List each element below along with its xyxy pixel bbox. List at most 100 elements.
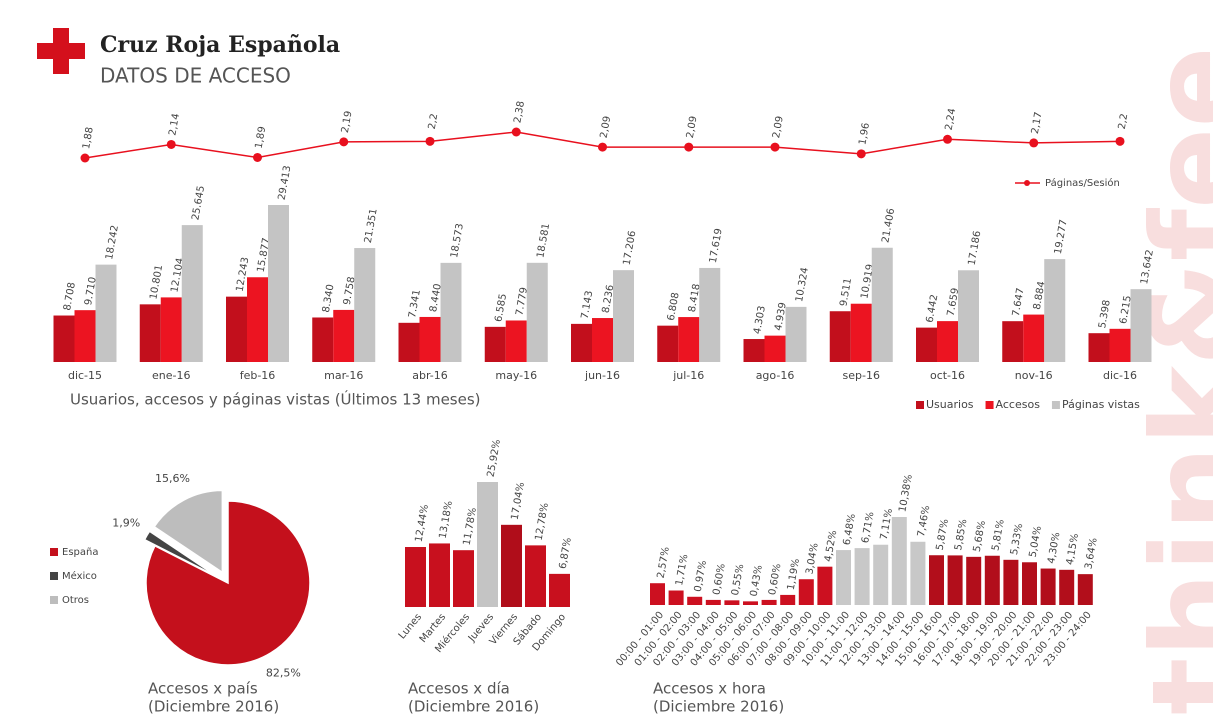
legend-swatch (50, 548, 58, 556)
value-label: 7.341 (407, 289, 423, 319)
point (1029, 138, 1039, 148)
bar (526, 262, 548, 362)
value-label: 0,97% (693, 560, 709, 593)
bar (798, 579, 814, 605)
value-label: 2,24 (944, 107, 959, 131)
x-tick-label: feb-16 (240, 369, 276, 382)
value-label: 8.418 (687, 283, 703, 313)
pie-slice (145, 500, 311, 666)
x-tick-label: ene-16 (152, 369, 190, 382)
bar (247, 277, 268, 362)
value-label: 7.143 (580, 290, 596, 320)
x-tick-label: dic-16 (1103, 369, 1137, 382)
value-label: 13,18% (438, 500, 455, 539)
value-label: 2,57% (656, 546, 672, 579)
value-label: 2,2 (427, 113, 441, 131)
chart-title: Accesos x día (408, 680, 510, 698)
bar (505, 320, 527, 362)
legend-swatch (985, 401, 994, 409)
bar (453, 550, 474, 607)
value-label: 9.511 (838, 277, 854, 307)
bar (1023, 314, 1045, 362)
value-label: 4,15% (1065, 533, 1081, 566)
bar (405, 547, 426, 607)
bar (354, 248, 376, 362)
value-label: 2,09 (771, 115, 786, 139)
value-label: 6.442 (925, 294, 941, 324)
bar (873, 544, 889, 605)
bar (477, 482, 498, 607)
value-label: 1,89 (254, 126, 269, 150)
value-label: 19.277 (1053, 219, 1070, 255)
bar (699, 267, 721, 362)
value-label: 6,87% (558, 537, 574, 570)
bar (984, 555, 1000, 605)
point (770, 142, 780, 152)
legend-label: Usuarios (926, 398, 974, 411)
x-tick-label: sep-16 (843, 369, 880, 382)
bar (226, 296, 247, 362)
chart-subtitle: (Diciembre 2016) (653, 698, 784, 716)
legend-marker (1024, 180, 1030, 186)
legend-label: Otros (62, 595, 89, 606)
bar (678, 317, 700, 362)
value-label: 2,38 (512, 100, 527, 124)
value-label: 15,6% (155, 472, 190, 485)
bar (1059, 569, 1075, 605)
value-label: 5,04% (1028, 525, 1044, 558)
bar (333, 309, 355, 362)
bar (501, 524, 522, 607)
bar (724, 600, 740, 605)
bar (891, 517, 907, 605)
point (943, 134, 952, 144)
bar (761, 599, 777, 605)
legend-label: Páginas vistas (1062, 398, 1140, 411)
value-label: 7,11% (879, 508, 895, 541)
value-label: 8.236 (601, 284, 617, 314)
bar (312, 317, 334, 362)
bar (937, 321, 958, 362)
legend-swatch (916, 401, 924, 409)
pie-slice (153, 489, 224, 574)
bar (139, 304, 161, 362)
value-label: 18.573 (449, 223, 466, 259)
bar (929, 555, 944, 605)
value-label: 8.884 (1032, 281, 1048, 311)
value-label: 0,60% (767, 563, 783, 596)
bar (916, 327, 937, 362)
value-label: 7.779 (514, 286, 530, 316)
value-label: 7.647 (1011, 287, 1027, 317)
value-label: 25,92% (486, 439, 503, 478)
bar (910, 541, 926, 605)
point (425, 136, 435, 146)
value-label: 17,04% (510, 481, 527, 520)
chart-title: Usuarios, accesos y páginas vistas (Últi… (70, 390, 481, 409)
bar (1088, 333, 1110, 362)
value-label: 18.581 (535, 222, 552, 258)
value-label: 2,09 (685, 115, 700, 139)
value-label: 4.939 (773, 302, 789, 332)
bar (1003, 559, 1019, 605)
bar (592, 318, 613, 362)
x-tick-label: dic-15 (68, 369, 102, 382)
value-label: 9.710 (83, 276, 99, 306)
point (80, 153, 90, 163)
value-label: 1,96 (857, 122, 872, 146)
value-label: 82,5% (266, 666, 301, 679)
legend-swatch (50, 572, 58, 580)
bar (966, 556, 982, 605)
bar (1130, 289, 1152, 362)
bar (440, 262, 462, 362)
bar (571, 323, 592, 362)
value-label: 6.808 (666, 292, 682, 322)
value-label: 21.351 (363, 208, 380, 244)
value-label: 2,09 (599, 115, 614, 139)
red-cross-logo (37, 28, 85, 74)
legend-label: España (62, 547, 98, 558)
x-tick-label: ago-16 (756, 369, 795, 382)
value-label: 6.585 (493, 293, 509, 323)
value-label: 1,71% (674, 553, 690, 586)
value-label: 2,19 (340, 110, 355, 134)
